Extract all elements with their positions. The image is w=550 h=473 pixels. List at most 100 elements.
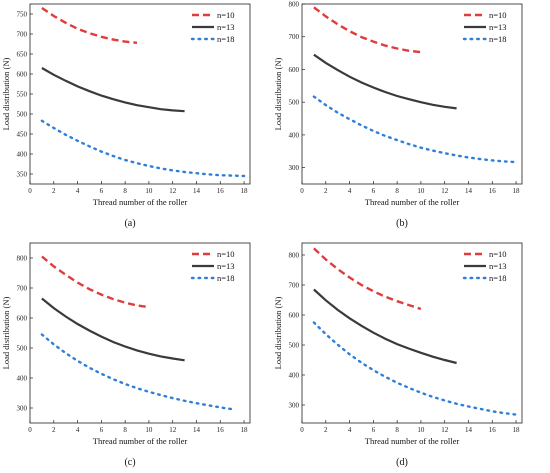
y-tick-label: 400 [17,151,28,159]
x-tick-label: 14 [465,187,473,195]
x-tick-label: 4 [76,187,80,195]
series-line-n18 [40,333,234,411]
x-tick-label: 2 [52,426,56,434]
x-tick-label: 0 [28,426,32,434]
chart-panel-4: 0 2 4 6 8 10 12 14 16 18 300 400 500 600 700 800 Thread … [273,242,523,468]
x-tick-label: 2 [324,426,328,434]
y-tick-label: 300 [289,402,300,410]
y-tick-label: 600 [17,315,28,323]
x-tick-label: 16 [217,187,225,195]
x-tick-label: 2 [52,187,56,195]
x-tick-label: 16 [217,426,225,434]
y-tick-label: 300 [289,164,300,172]
y-tick-label: 300 [17,405,28,413]
series-line-n10 [41,255,150,309]
legend-label-n13: n=13 [489,261,507,271]
y-tick-label: 650 [17,51,28,59]
y-tick-label: 450 [17,131,28,139]
series-line-n10 [313,6,422,54]
y-tick-label: 400 [17,375,28,383]
x-axis-label: Thread number of the roller [365,436,460,446]
x-tick-label: 14 [193,426,201,434]
y-tick-label: 600 [289,66,300,74]
y-tick-label: 400 [289,372,300,380]
y-axis-label: Load distribution (N) [1,57,11,130]
x-tick-label: 18 [513,426,521,434]
x-tick-label: 0 [28,187,32,195]
x-tick-label: 10 [417,426,425,434]
y-tick-label: 500 [17,345,28,353]
y-tick-label: 500 [289,99,300,107]
x-tick-label: 8 [395,426,399,434]
y-axis-label: Load distribution (N) [1,296,11,369]
x-tick-label: 0 [300,426,304,434]
x-tick-label: 6 [100,187,104,195]
x-tick-label: 12 [169,426,177,434]
y-tick-label: 550 [17,91,28,99]
series-line-n13 [41,67,185,113]
series-line-n13 [313,53,457,110]
y-tick-label: 700 [289,33,300,41]
x-tick-label: 4 [76,426,80,434]
legend-label-n18: n=18 [489,273,507,283]
x-axis-label: Thread number of the roller [93,197,188,207]
legend-label-n18: n=18 [217,34,235,44]
x-tick-label: 18 [513,187,521,195]
y-tick-label: 700 [17,31,28,39]
y-tick-label: 700 [289,282,300,290]
x-tick-label: 14 [465,426,473,434]
x-tick-label: 8 [123,426,127,434]
x-tick-label: 16 [489,426,497,434]
chart-panel-1: 0 2 4 6 8 10 12 14 16 18 350 400 450 500 550 600 650 700 7… [1,3,251,229]
x-tick-label: 0 [300,187,304,195]
series-line-n18 [312,321,518,416]
series-line-n13 [41,297,185,362]
y-tick-label: 800 [17,255,28,263]
legend-label-n10: n=10 [217,10,235,20]
x-tick-label: 18 [241,426,249,434]
series-line-n13 [313,288,457,365]
panel-label: (c) [124,457,135,468]
x-tick-label: 4 [348,187,352,195]
legend-label-n18: n=18 [217,273,235,283]
panel-label: (d) [396,457,408,468]
y-tick-label: 500 [289,342,300,350]
x-tick-label: 6 [372,426,376,434]
x-axis-label: Thread number of the roller [93,436,188,446]
y-tick-label: 750 [17,11,28,19]
series-line-n10 [41,7,138,44]
y-axis-label: Load distribution (N) [273,57,283,130]
legend-label-n13: n=13 [217,22,235,32]
legend-label-n10: n=10 [489,249,507,259]
x-tick-label: 6 [372,187,376,195]
x-tick-label: 8 [123,187,127,195]
y-tick-label: 800 [289,252,300,260]
legend-label-n13: n=13 [489,22,507,32]
chart-panel-2: 0 2 4 6 8 10 12 14 16 18 300 400 500 600 700 800 Thread … [273,1,523,229]
x-axis-label: Thread number of the roller [365,197,460,207]
legend-label-n10: n=10 [217,249,235,259]
x-tick-label: 12 [169,187,177,195]
y-tick-label: 700 [17,285,28,293]
panel-label: (a) [124,218,135,229]
legend-label-n10: n=10 [489,10,507,20]
legend-label-n13: n=13 [217,261,235,271]
series-line-n18 [40,119,246,178]
x-tick-label: 10 [145,426,153,434]
x-tick-label: 10 [145,187,153,195]
x-tick-label: 4 [348,426,352,434]
plot-frame [29,242,251,424]
series-line-n18 [312,95,518,164]
y-tick-label: 800 [289,1,300,9]
panel-label: (b) [396,218,408,229]
y-tick-label: 500 [17,111,28,119]
x-tick-label: 12 [441,426,449,434]
x-tick-label: 18 [241,187,249,195]
legend-label-n18: n=18 [489,34,507,44]
y-tick-label: 600 [17,71,28,79]
x-tick-label: 2 [324,187,328,195]
y-tick-label: 600 [289,312,300,320]
x-tick-label: 16 [489,187,497,195]
plot-frame [301,242,523,424]
